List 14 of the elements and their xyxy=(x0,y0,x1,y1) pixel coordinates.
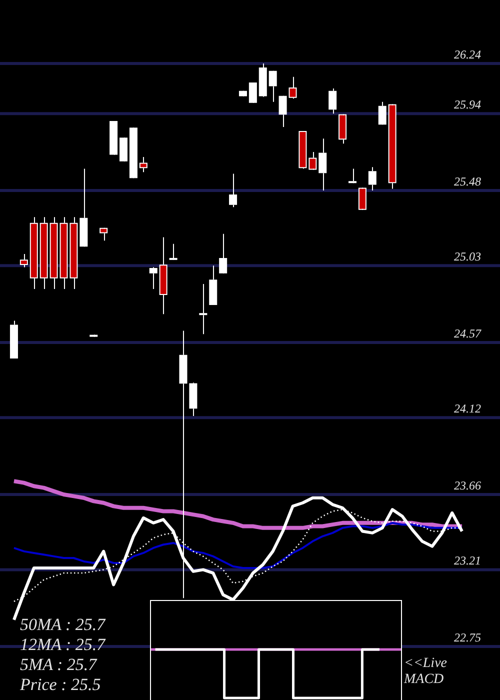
y-tick-label: 25.48 xyxy=(454,174,481,188)
annotation: Price : 25.5 xyxy=(20,675,102,695)
y-tick-label: 22.75 xyxy=(454,630,481,645)
y-tick-label: 23.66 xyxy=(454,478,481,493)
y-tick-label: 26.24 xyxy=(454,47,481,62)
y-tick-label: 23.21 xyxy=(454,554,481,568)
y-tick-label: 25.03 xyxy=(454,250,481,264)
y-tick-label: 25.94 xyxy=(454,98,481,112)
annotation: 50MA : 25.7 xyxy=(20,615,106,635)
annotation: 5MA : 25.7 xyxy=(20,655,98,675)
y-tick-label: 24.12 xyxy=(454,402,481,416)
y-tick-label: 24.57 xyxy=(454,326,482,340)
annotation: 12MA : 25.7 xyxy=(20,635,106,655)
annotation: <<Live MACD xyxy=(404,656,448,688)
